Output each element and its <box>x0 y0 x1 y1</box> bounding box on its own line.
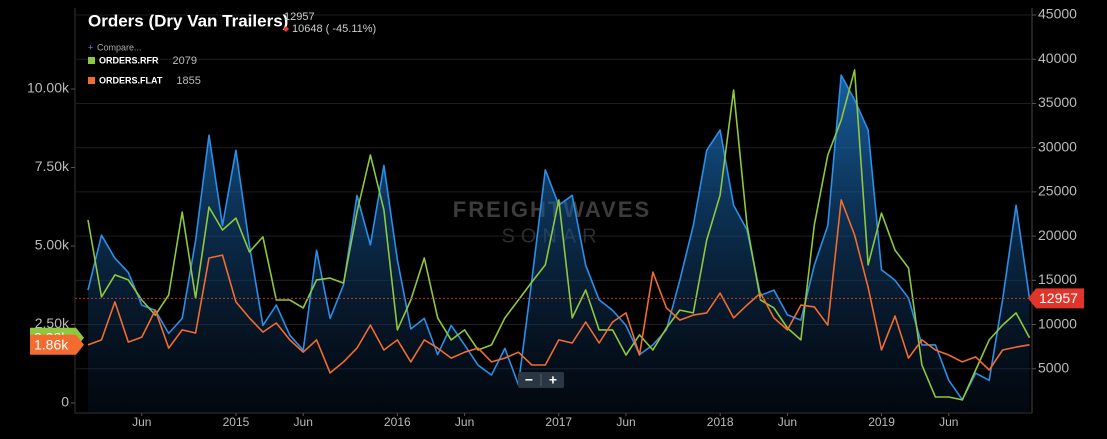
zoom-in-button[interactable]: + <box>549 372 557 388</box>
y2-tick-label: 25000 <box>1038 183 1077 199</box>
legend-value: 2079 <box>173 55 197 67</box>
y2-tick-label: 5000 <box>1038 359 1069 375</box>
value-tag-label: 12957 <box>1039 290 1078 306</box>
x-tick-label: Jun <box>616 415 635 429</box>
x-tick-label: Jun <box>939 415 958 429</box>
series-area <box>88 75 1030 413</box>
change-icon <box>283 26 289 32</box>
y2-tick-label: 30000 <box>1038 138 1077 154</box>
y-tick-label: 7.50k <box>35 158 70 174</box>
x-tick-label: Jun <box>455 415 474 429</box>
compare-link[interactable]: Compare... <box>97 42 142 52</box>
y2-tick-label: 45000 <box>1038 6 1077 22</box>
zoom-out-button[interactable]: − <box>525 372 533 388</box>
plot <box>87 69 1031 413</box>
legend-label: ORDERS.RFR <box>99 55 159 65</box>
overlay: 129572.08k1.86k <box>30 288 1084 355</box>
y2-tick-label: 15000 <box>1038 271 1077 287</box>
legend-swatch <box>88 77 95 84</box>
chart-title: Orders (Dry Van Trailers) <box>88 11 288 30</box>
series-line <box>87 69 1031 401</box>
legend: ORDERS.RFR 2079 ORDERS.FLAT 1855 <box>88 55 201 87</box>
x-tick-label: 2019 <box>868 415 895 429</box>
y-tick-label: 5.00k <box>35 237 70 253</box>
x-tick-label: 2017 <box>545 415 572 429</box>
compare-icon[interactable]: + <box>88 42 93 52</box>
x-tick-label: Jun <box>778 415 797 429</box>
y2-tick-label: 35000 <box>1038 94 1077 110</box>
y-tick-label: 2.50k <box>35 315 70 331</box>
series-line <box>87 199 1030 374</box>
y-tick-label: 10.00k <box>27 80 70 96</box>
x-tick-label: 2016 <box>384 415 411 429</box>
legend-value: 1855 <box>176 75 200 87</box>
y2-tick-label: 20000 <box>1038 227 1077 243</box>
y2-tick-label: 40000 <box>1038 50 1077 66</box>
value-tag-label: 1.86k <box>34 336 69 352</box>
y2-tick-label: 10000 <box>1038 315 1077 331</box>
x-tick-label: Jun <box>294 415 313 429</box>
x-tick-label: 2015 <box>223 415 250 429</box>
legend-swatch <box>88 57 95 64</box>
x-tick-label: 2018 <box>707 415 734 429</box>
y-tick-label: 0 <box>61 394 69 410</box>
zoom-controls: − + <box>518 372 564 388</box>
header-change: 10648 ( -45.11%) <box>292 23 376 35</box>
x-tick-label: Jun <box>132 415 151 429</box>
header-value: 12957 <box>284 11 315 23</box>
legend-label: ORDERS.FLAT <box>99 75 163 85</box>
value-tag <box>1028 288 1084 309</box>
value-tag <box>30 334 84 355</box>
